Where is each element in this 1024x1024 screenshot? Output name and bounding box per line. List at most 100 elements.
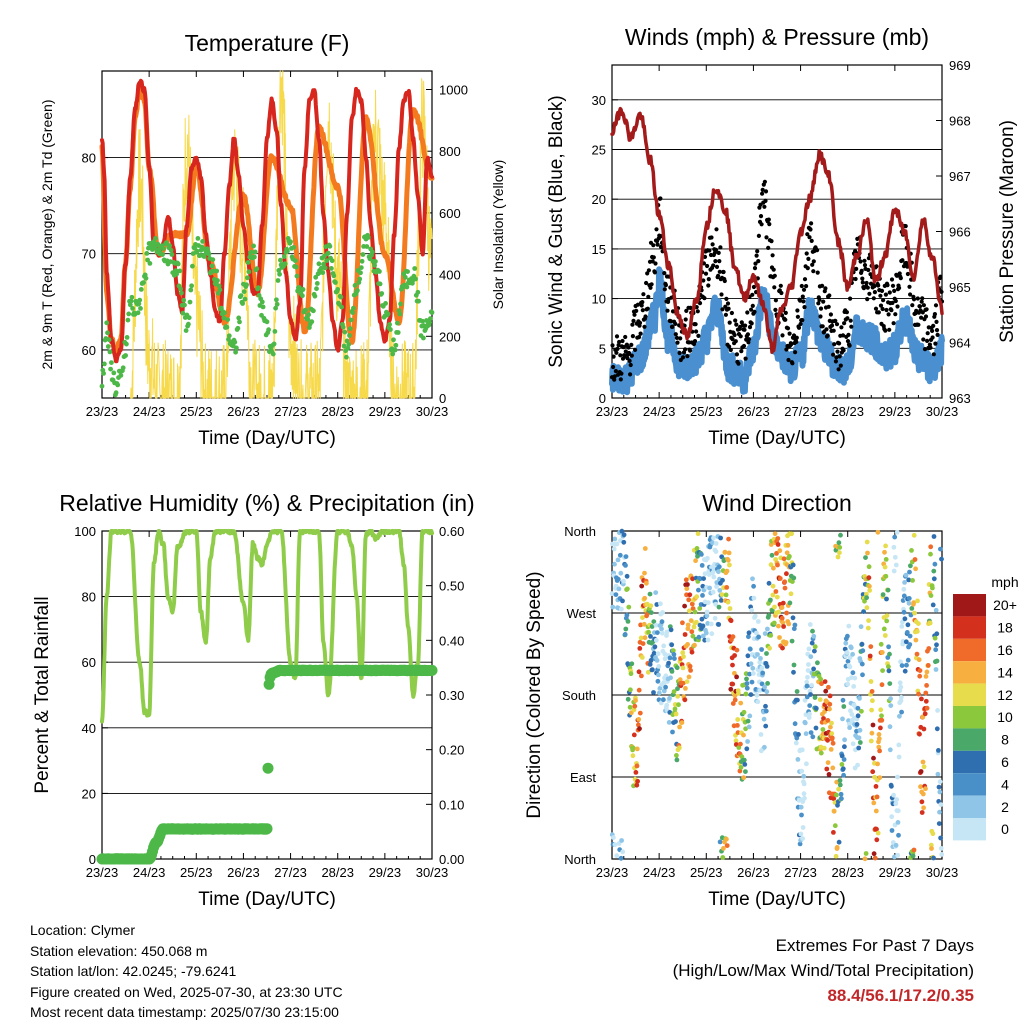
dewpoint-series-point [355, 288, 360, 293]
direction-point [619, 838, 624, 843]
gust-series-point [696, 333, 701, 338]
gust-series-point [838, 363, 843, 368]
gust-series-point [751, 284, 757, 290]
gust-series-point [885, 283, 890, 288]
gust-series-point [827, 293, 832, 298]
direction-point [886, 664, 891, 670]
gust-series-point [665, 308, 670, 313]
gust-series-point [809, 221, 814, 226]
direction-point [866, 564, 872, 570]
direction-point [896, 742, 902, 748]
direction-point [891, 568, 897, 574]
direction-point [850, 651, 855, 657]
gust-series-point [858, 259, 863, 264]
gust-series-point [675, 340, 680, 345]
gust-series-point [933, 303, 939, 308]
direction-point [875, 830, 881, 836]
direction-point [813, 706, 819, 711]
direction-point [864, 591, 869, 597]
direction-point [839, 753, 845, 759]
direction-point [889, 783, 894, 789]
direction-point [907, 569, 912, 575]
gust-series-point [884, 307, 889, 313]
dewpoint-series-point [164, 240, 169, 246]
gust-series-point [800, 318, 805, 323]
gust-series-point [733, 339, 738, 344]
extremes-subtitle: (High/Low/Max Wind/Total Precipitation) [672, 961, 974, 980]
gust-series-point [752, 309, 757, 314]
direction-point [812, 644, 818, 650]
direction-point [632, 703, 638, 709]
dewpoint-series-point [325, 250, 331, 256]
gust-series-point [763, 189, 769, 194]
direction-point [769, 608, 775, 613]
temp-xtick-label: 24/23 [133, 404, 166, 419]
gust-series-point [702, 296, 707, 301]
gust-series-point [630, 334, 636, 339]
rh-xtick-label: 29/23 [369, 865, 402, 880]
direction-point [733, 738, 739, 744]
gust-series-point [706, 277, 711, 282]
direction-point [644, 580, 649, 586]
dewpoint-series-point [322, 265, 328, 271]
direction-point [844, 650, 850, 655]
dewpoint-series-point [194, 248, 200, 254]
dewpoint-series-point [236, 315, 242, 321]
wind-xtick-label: 28/23 [831, 404, 864, 419]
direction-point [829, 735, 835, 741]
rh-ytick-label: 80 [82, 590, 96, 605]
dewpoint-series-point [313, 274, 319, 280]
gust-series-point [674, 335, 680, 340]
dewpoint-series-point [251, 243, 256, 249]
direction-point [653, 590, 659, 595]
direction-point [631, 732, 637, 738]
dewpoint-series-point [359, 258, 365, 264]
gust-series-point [634, 308, 639, 313]
direction-point [762, 744, 767, 750]
gust-series-point [668, 319, 674, 324]
direction-point [864, 605, 870, 611]
dewpoint-series-point [178, 286, 184, 292]
rh-xtick-label: 25/23 [180, 865, 213, 880]
dewpoint-series-point [209, 263, 215, 269]
dewpoint-series-point [232, 339, 238, 345]
direction-point [895, 808, 901, 814]
dir-ytick-label: West [567, 606, 597, 621]
wind-y2tick-label: 963 [949, 391, 971, 406]
direction-point [834, 792, 839, 798]
dewpoint-series-point [412, 266, 418, 271]
dir-xtick-label: 26/23 [737, 865, 770, 880]
dewpoint-series-point [104, 320, 110, 326]
direction-point [920, 791, 926, 797]
gust-series-point [611, 364, 616, 370]
direction-point [932, 561, 938, 567]
direction-point [655, 678, 661, 684]
direction-point [723, 592, 729, 598]
direction-point [776, 609, 781, 615]
direction-point [765, 626, 770, 632]
direction-point [761, 716, 767, 722]
direction-point [869, 730, 875, 736]
direction-point [700, 633, 706, 639]
direction-point [847, 725, 852, 731]
rh-ytick-label: 100 [74, 524, 96, 539]
direction-point [724, 585, 730, 590]
dewpoint-series-point [324, 258, 330, 263]
temp-ylabel: 2m & 9m T (Red, Orange) & 2m Td (Green) [39, 100, 55, 370]
direction-point [799, 768, 805, 774]
wind-ytick-label: 10 [592, 292, 606, 307]
direction-point [686, 608, 692, 614]
direction-point [730, 662, 735, 668]
direction-point [626, 604, 632, 610]
direction-point [810, 628, 815, 634]
direction-point [647, 591, 653, 597]
direction-point [716, 622, 722, 627]
dewpoint-series-point [352, 283, 358, 288]
direction-point [726, 550, 732, 556]
gust-series-point [663, 283, 669, 288]
direction-point [629, 661, 635, 667]
direction-point [792, 721, 798, 727]
direction-point [764, 689, 770, 695]
gust-series-point [619, 371, 624, 376]
gust-series-point [889, 277, 895, 282]
